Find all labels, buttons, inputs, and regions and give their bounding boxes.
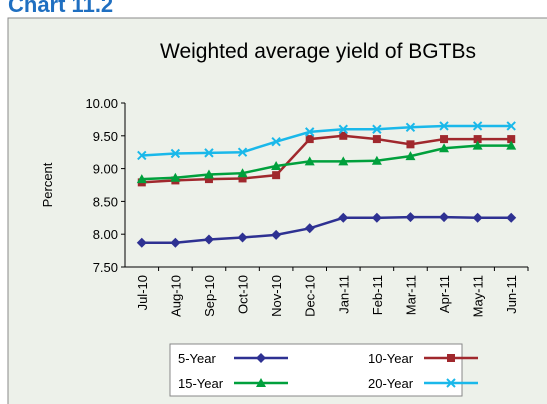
x-tick-label: May-11 (471, 275, 486, 317)
point-marker (506, 140, 517, 150)
legend-marker (447, 354, 455, 362)
y-tick-label: 8.00 (93, 227, 118, 242)
legend-marker (256, 378, 266, 387)
point-marker (371, 155, 382, 165)
point-marker (203, 169, 214, 179)
point-marker (204, 175, 213, 184)
point-marker (339, 131, 348, 140)
header-title: Chart 11.2 (8, 0, 114, 17)
legend-marker (256, 353, 266, 363)
point-marker (304, 156, 315, 166)
point-marker (506, 212, 517, 223)
chart-frame (7, 17, 547, 404)
x-tick-label: Nov-10 (269, 275, 284, 317)
y-axis-label: Percent (40, 162, 55, 207)
x-tick-label: Jul-10 (135, 275, 150, 310)
point-marker (237, 168, 248, 178)
point-marker (440, 135, 449, 144)
y-tick-label: 9.00 (93, 162, 118, 177)
point-marker (305, 135, 314, 144)
point-marker (439, 121, 449, 131)
x-tick-label: Apr-11 (437, 275, 452, 313)
point-marker (507, 135, 516, 144)
point-marker (472, 212, 483, 223)
series-line (141, 134, 512, 184)
x-tick-label: Mar-11 (403, 275, 418, 315)
chart-title: Weighted average yield of BGTBs (160, 40, 476, 63)
point-marker (304, 223, 315, 234)
x-tick-label: Jun-11 (504, 275, 519, 314)
series-line (141, 144, 512, 181)
point-marker (305, 127, 315, 137)
point-marker (170, 172, 181, 182)
point-marker (405, 122, 416, 132)
point-marker (204, 148, 214, 158)
x-tick-label: Sep-10 (202, 275, 217, 317)
point-marker (271, 136, 281, 147)
series-line (141, 124, 512, 157)
point-marker (405, 212, 416, 223)
point-marker (170, 237, 181, 248)
legend-box (169, 343, 463, 397)
point-marker (136, 237, 147, 248)
x-tick-label: Dec-10 (303, 275, 318, 317)
point-marker (338, 212, 349, 223)
point-marker (237, 147, 248, 157)
point-marker (338, 124, 348, 134)
legend-label: 20-Year (368, 376, 414, 391)
point-marker (506, 121, 516, 131)
point-marker (406, 140, 415, 149)
point-marker (238, 174, 247, 183)
y-tick-label: 10.00 (85, 96, 118, 111)
point-marker (271, 229, 282, 240)
legend-label: 15-Year (178, 376, 224, 391)
point-marker (271, 160, 282, 170)
x-tick-label: Aug-10 (168, 275, 183, 317)
point-marker (472, 140, 483, 150)
legend-label: 5-Year (178, 351, 216, 366)
point-marker (237, 232, 248, 243)
y-tick-label: 9.50 (93, 129, 118, 144)
point-marker (372, 135, 381, 144)
series-line (141, 215, 512, 244)
point-marker (137, 150, 147, 161)
point-marker (473, 135, 482, 144)
point-marker (405, 151, 416, 161)
x-tick-label: Jan-11 (336, 275, 351, 314)
point-marker (170, 148, 181, 159)
point-marker (136, 174, 147, 184)
legend-marker (446, 378, 456, 388)
point-marker (371, 212, 382, 223)
point-marker (439, 143, 450, 153)
point-marker (372, 124, 382, 134)
point-marker (338, 156, 349, 166)
y-tick-label: 8.50 (93, 194, 118, 209)
point-marker (439, 212, 450, 223)
legend-label: 10-Year (368, 351, 414, 366)
x-tick-label: Feb-11 (370, 275, 385, 315)
x-tick-label: Oct-10 (236, 275, 251, 314)
point-marker (203, 234, 214, 245)
point-marker (472, 121, 483, 131)
point-marker (272, 171, 281, 180)
y-tick-label: 7.50 (93, 260, 118, 275)
